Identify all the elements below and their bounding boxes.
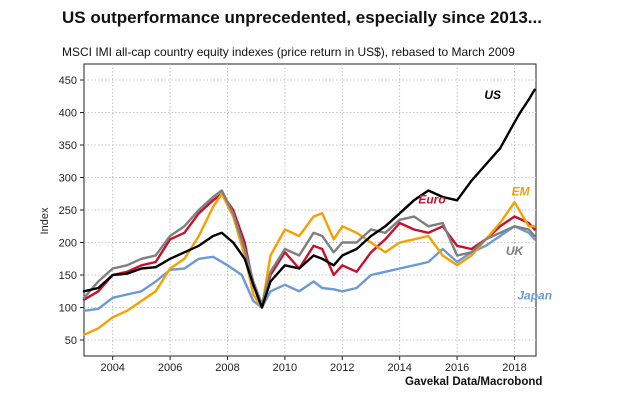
- series-label-japan: Japan: [517, 289, 552, 303]
- x-tick-label: 2018: [502, 362, 526, 374]
- series-line-uk: [82, 189, 536, 306]
- x-tick-label: 2012: [330, 362, 354, 374]
- y-tick-label: 100: [59, 303, 77, 315]
- series-line-euro: [82, 192, 536, 309]
- x-tick-label: 2004: [100, 362, 124, 374]
- series-label-uk: UK: [506, 244, 525, 258]
- source-note: Gavekal Data/Macrobond: [405, 376, 543, 388]
- y-gridlines: [84, 79, 536, 341]
- x-tick-label: 2010: [273, 362, 297, 374]
- series-line-japan: [82, 225, 536, 312]
- series-line-us: [82, 88, 536, 309]
- series-label-us: US: [484, 88, 501, 102]
- chart-subtitle: MSCI IMI all-cap country equity indexes …: [62, 45, 515, 59]
- chart-title: US outperformance unprecedented, especia…: [62, 8, 542, 27]
- series-label-euro: Euro: [418, 193, 445, 207]
- y-tick-label: 250: [59, 205, 77, 217]
- y-axis-title: Index: [39, 207, 51, 234]
- series-lines: [82, 88, 536, 336]
- x-tick-label: 2008: [215, 362, 239, 374]
- x-tick-label: 2014: [387, 362, 411, 374]
- series-line-em: [82, 192, 536, 336]
- y-tick-label: 50: [65, 335, 77, 347]
- y-tick-label: 450: [59, 75, 77, 87]
- x-axis-ticks: 2004 2006 2008 2010 2012 2014 2016 2018: [100, 356, 527, 374]
- y-tick-label: 200: [59, 238, 77, 250]
- y-tick-label: 300: [59, 173, 77, 185]
- y-tick-label: 350: [59, 140, 77, 152]
- y-axis-ticks: 50 100 150 200 250 300 350 400 450: [59, 75, 84, 347]
- series-labels: Japan Euro EM UK US: [418, 88, 552, 303]
- x-tick-label: 2006: [158, 362, 182, 374]
- series-label-em: EM: [512, 185, 531, 199]
- x-tick-label: 2016: [445, 362, 469, 374]
- y-tick-label: 150: [59, 270, 77, 282]
- y-tick-label: 400: [59, 108, 77, 120]
